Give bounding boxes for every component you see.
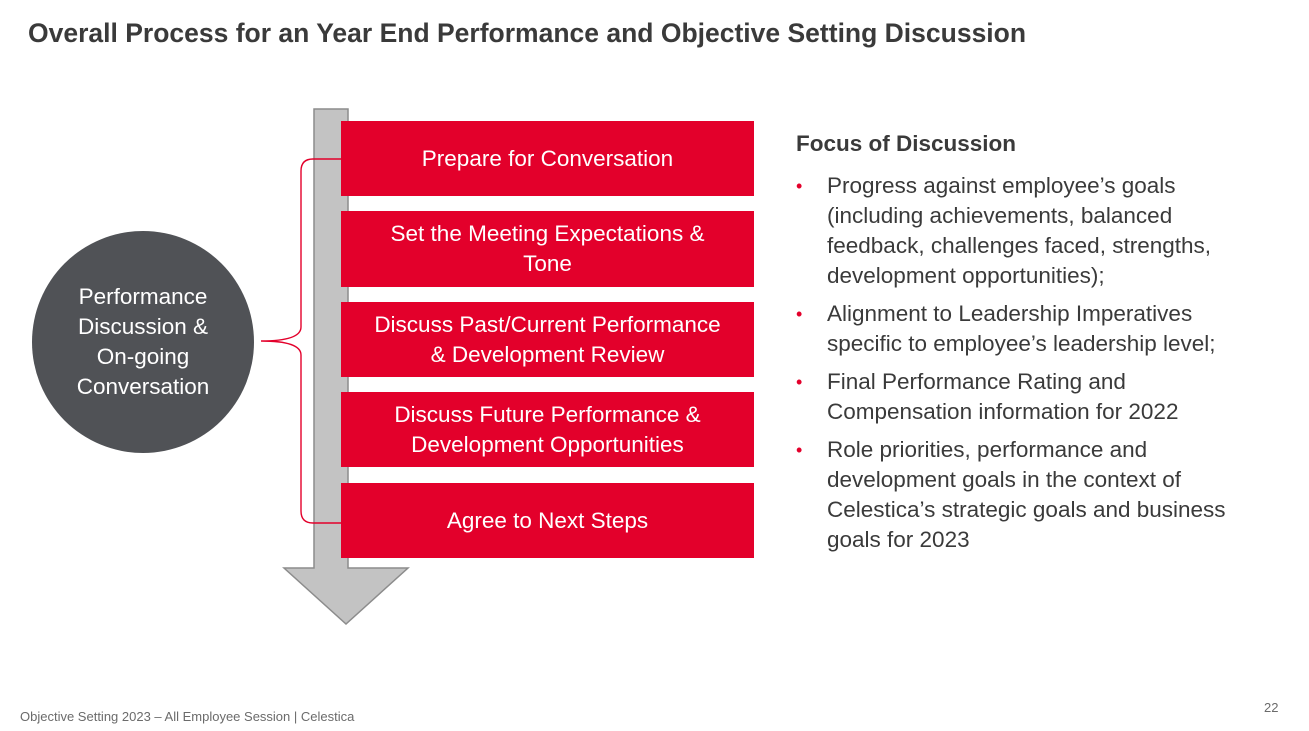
bullet-icon: •: [796, 304, 803, 324]
step-line: Development Opportunities: [411, 431, 684, 457]
bullet-line: (including achievements, balanced: [827, 203, 1173, 228]
performance-discussion-circle: Performance Discussion & On-going Conver…: [32, 231, 254, 453]
bullet-item: • Progress against employee’s goals (inc…: [796, 171, 1296, 291]
bullet-line: Final Performance Rating and: [827, 369, 1126, 394]
bullet-line: Compensation information for 2022: [827, 399, 1179, 424]
step-line: Tone: [523, 251, 572, 276]
bullet-line: development opportunities);: [827, 263, 1105, 288]
step-line: Discuss Future Performance &: [394, 401, 701, 427]
bullet-line: Celestica’s strategic goals and business: [827, 497, 1226, 522]
bullet-line: Alignment to Leadership Imperatives: [827, 301, 1193, 326]
footer-text: Objective Setting 2023 – All Employee Se…: [20, 709, 355, 724]
bullet-line: Role priorities, performance and: [827, 437, 1148, 462]
bracket-connector: [260, 158, 341, 524]
bullet-icon: •: [796, 440, 803, 460]
step-line: Set the Meeting Expectations &: [390, 221, 705, 246]
page-number: 22: [1264, 700, 1279, 715]
bullet-item: • Final Performance Rating and Compensat…: [796, 367, 1296, 427]
bullet-line: development goals in the context of: [827, 467, 1181, 492]
step-line: Discuss Past/Current Performance: [374, 311, 721, 337]
focus-heading: Focus of Discussion: [796, 131, 1017, 156]
focus-bullet-list: • Progress against employee’s goals (inc…: [796, 171, 1296, 563]
bullet-line: specific to employee’s leadership level;: [827, 331, 1216, 356]
step-set-meeting-expectations: Set the Meeting Expectations & Tone: [341, 211, 754, 287]
circle-line: Discussion &: [77, 314, 209, 339]
bullet-line: goals for 2023: [827, 527, 970, 552]
circle-line: Performance: [78, 284, 208, 309]
circle-line: On-going: [96, 344, 190, 369]
slide-title: Overall Process for an Year End Performa…: [28, 18, 1027, 48]
step-line: Prepare for Conversation: [421, 145, 674, 171]
step-line: & Development Review: [430, 341, 665, 367]
bullet-item: • Alignment to Leadership Imperatives sp…: [796, 299, 1296, 359]
bullet-line: Progress against employee’s goals: [827, 173, 1176, 198]
bullet-icon: •: [796, 176, 803, 196]
step-prepare-for-conversation: Prepare for Conversation: [341, 121, 754, 196]
step-discuss-future-performance: Discuss Future Performance & Development…: [341, 392, 754, 467]
step-line: Agree to Next Steps: [446, 507, 649, 533]
bullet-icon: •: [796, 372, 803, 392]
circle-line: Conversation: [76, 374, 210, 399]
bullet-line: feedback, challenges faced, strengths,: [827, 233, 1211, 258]
step-discuss-past-performance: Discuss Past/Current Performance & Devel…: [341, 302, 754, 377]
bullet-item: • Role priorities, performance and devel…: [796, 435, 1296, 555]
step-agree-next-steps: Agree to Next Steps: [341, 483, 754, 558]
